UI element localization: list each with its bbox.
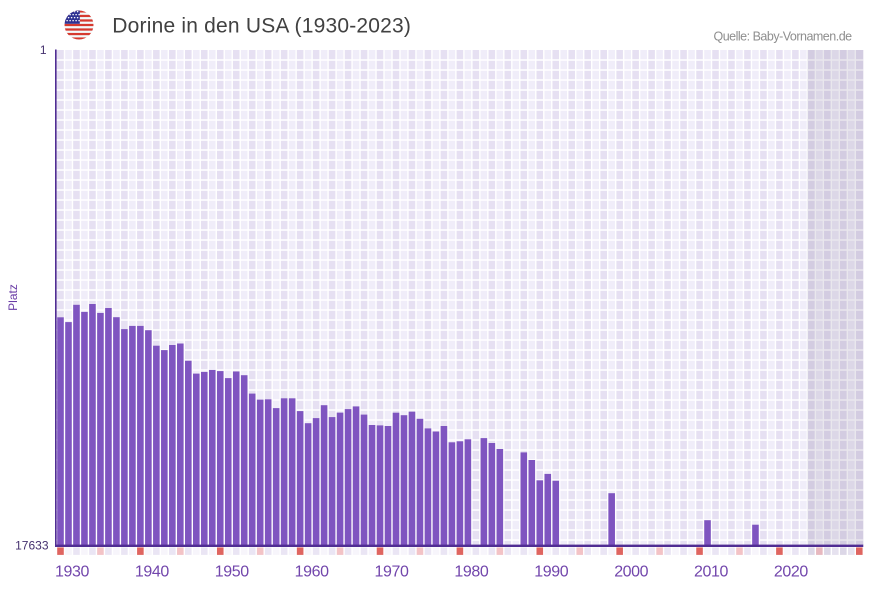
svg-text:1960: 1960	[295, 563, 329, 580]
svg-text:Dorine in den USA (1930-2023): Dorine in den USA (1930-2023)	[112, 15, 411, 38]
svg-text:2020: 2020	[774, 563, 808, 580]
svg-text:1: 1	[40, 43, 47, 57]
svg-text:Quelle: Baby-Vornamen.de: Quelle: Baby-Vornamen.de	[714, 30, 853, 44]
svg-text:1990: 1990	[534, 563, 568, 580]
svg-text:1930: 1930	[55, 563, 89, 580]
svg-text:1950: 1950	[215, 563, 249, 580]
svg-text:1970: 1970	[375, 563, 409, 580]
svg-text:Platz: Platz	[6, 284, 20, 311]
svg-text:17633: 17633	[15, 538, 49, 552]
svg-text:1980: 1980	[454, 563, 488, 580]
svg-text:2010: 2010	[694, 563, 728, 580]
svg-text:1940: 1940	[135, 563, 169, 580]
svg-text:2000: 2000	[614, 563, 648, 580]
